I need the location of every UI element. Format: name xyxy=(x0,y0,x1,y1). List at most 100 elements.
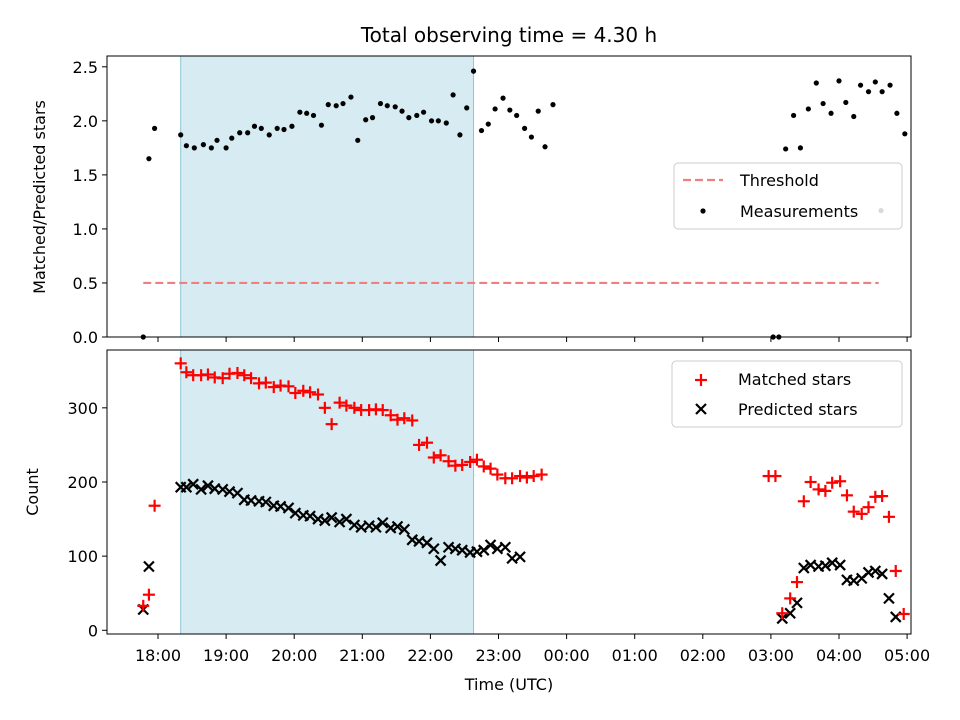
measurement-point xyxy=(851,113,857,120)
measurement-point xyxy=(550,102,556,108)
matched-star-point xyxy=(318,401,331,414)
matched-stars-points xyxy=(137,357,910,620)
bottom-y-ticks: 0 100 200 300 xyxy=(67,399,107,640)
matched-star-point xyxy=(142,588,155,601)
predicted-star-point xyxy=(282,502,295,514)
measurement-point xyxy=(384,103,390,109)
chart-title: Total observing time = 4.30 h xyxy=(360,23,657,47)
measurement-point xyxy=(843,99,849,106)
matched-star-point xyxy=(340,399,353,412)
predicted-star-point xyxy=(195,483,207,496)
matched-star-point xyxy=(862,501,875,514)
top-panel: 0.0 0.5 1.0 1.5 2.0 2.5 Matched/Predicted sta… xyxy=(30,55,912,347)
top-axes-frame xyxy=(106,55,912,338)
top-y-ticks: 0.0 0.5 1.0 1.5 2.0 2.5 xyxy=(73,58,107,347)
legend-matched-swatch xyxy=(695,374,707,386)
measurement-point xyxy=(266,132,272,138)
legend-threshold-label: Threshold xyxy=(739,171,819,190)
measurement-point xyxy=(485,121,491,127)
predicted-star-point xyxy=(834,559,846,571)
measurement-point xyxy=(522,125,528,132)
matched-star-point xyxy=(267,381,280,394)
measurement-point xyxy=(791,112,797,119)
measurement-point xyxy=(450,92,456,98)
measurement-point xyxy=(457,132,463,138)
y-tick-label: 1.5 xyxy=(73,166,98,185)
x-tick-label: 20:00 xyxy=(271,646,317,665)
predicted-star-point xyxy=(216,483,229,496)
matched-star-point xyxy=(797,495,810,508)
matched-star-point xyxy=(769,470,782,483)
matched-star-point xyxy=(231,366,244,379)
predicted-star-point xyxy=(376,516,389,529)
matched-star-point xyxy=(812,483,825,496)
measurement-point xyxy=(146,156,152,162)
measurement-point xyxy=(414,112,420,119)
measurement-point xyxy=(813,80,819,86)
x-tick-label: 02:00 xyxy=(680,646,726,665)
measurement-point xyxy=(783,146,789,152)
matched-star-point xyxy=(819,484,832,497)
measurement-point xyxy=(245,130,251,136)
predicted-star-point xyxy=(398,523,411,536)
predicted-star-point xyxy=(180,481,193,493)
matched-star-point xyxy=(406,414,419,427)
matched-star-point xyxy=(470,453,483,466)
measurement-point xyxy=(514,112,520,119)
measurement-point xyxy=(318,122,325,128)
top-y-axis-label: Matched/Predicted stars xyxy=(30,100,49,294)
measurement-point xyxy=(528,134,535,140)
y-tick-label: 0 xyxy=(88,621,98,640)
matched-star-point xyxy=(148,499,161,512)
predicted-star-point xyxy=(143,560,155,573)
matched-star-point xyxy=(413,438,426,451)
measurement-point xyxy=(340,100,346,107)
measurement-point xyxy=(183,143,189,149)
x-axis-label: Time (UTC) xyxy=(464,675,553,694)
predicted-star-point xyxy=(202,479,214,492)
x-tick-label: 19:00 xyxy=(203,646,249,665)
x-tick-label: 18:00 xyxy=(135,646,181,665)
matched-star-point xyxy=(434,449,447,462)
measurement-point xyxy=(828,110,834,116)
matched-star-point xyxy=(847,505,860,518)
matched-star-point xyxy=(456,458,469,471)
matched-star-point xyxy=(420,436,433,449)
measurement-point xyxy=(214,137,220,143)
measurement-point xyxy=(887,82,893,88)
measurement-point xyxy=(507,107,513,113)
x-tick-label: 03:00 xyxy=(748,646,794,665)
measurement-point xyxy=(399,108,405,114)
matched-star-point xyxy=(289,387,302,400)
matched-star-point xyxy=(527,470,540,483)
matched-star-point xyxy=(506,472,519,485)
y-tick-label: 100 xyxy=(67,547,98,566)
predicted-star-point xyxy=(514,551,526,563)
matched-star-point xyxy=(855,507,868,520)
matched-star-point xyxy=(348,401,361,414)
x-tick-label: 23:00 xyxy=(475,646,521,665)
predicted-star-point xyxy=(477,544,490,556)
top-x-ticks xyxy=(157,337,908,342)
predicted-star-point xyxy=(791,597,803,609)
matched-star-point xyxy=(520,471,533,484)
matched-star-point xyxy=(174,357,187,370)
measurement-point xyxy=(191,145,197,151)
matched-star-point xyxy=(477,460,490,473)
matched-star-point xyxy=(325,418,338,431)
matched-star-point xyxy=(784,592,797,605)
measurement-point xyxy=(304,110,310,116)
predicted-star-point xyxy=(428,542,440,555)
y-tick-label: 0.5 xyxy=(73,274,98,293)
predicted-star-point xyxy=(847,574,860,587)
matched-star-point xyxy=(484,462,497,475)
y-tick-label: 0.0 xyxy=(73,328,98,347)
legend-measurements-swatch xyxy=(700,208,706,214)
measurement-point xyxy=(406,115,412,121)
measurement-point xyxy=(428,118,435,124)
matched-star-point xyxy=(804,475,817,488)
predicted-star-point xyxy=(325,511,338,524)
predicted-star-point xyxy=(340,513,353,525)
measurement-point xyxy=(297,109,303,115)
x-tick-label: 22:00 xyxy=(407,646,453,665)
